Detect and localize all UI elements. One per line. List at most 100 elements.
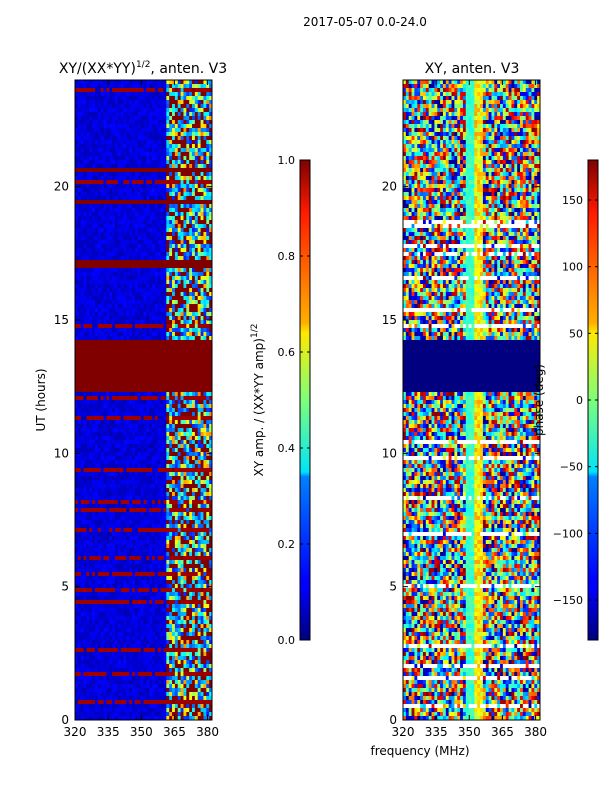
amplitude-heatmap-cell <box>100 152 104 157</box>
amplitude-heatmap-cell <box>83 232 87 237</box>
amplitude-heatmap-cell <box>94 112 99 117</box>
amplitude-heatmap-cell <box>97 296 102 301</box>
amplitude-heatmap-cell <box>114 280 119 285</box>
amplitude-heatmap-cell <box>114 512 119 517</box>
amplitude-heatmap-cell <box>123 280 127 285</box>
amplitude-heatmap-cell <box>109 472 113 477</box>
amplitude-heatmap-cell <box>169 248 173 253</box>
amplitude-heatmap-cell <box>129 92 133 97</box>
amplitude-heatmap-cell <box>206 172 210 177</box>
amplitude-heatmap-cell <box>154 496 159 501</box>
amplitude-heatmap-cell <box>146 400 150 405</box>
amplitude-heatmap-cell <box>123 92 127 97</box>
amplitude-heatmap-cell <box>103 336 107 341</box>
amplitude-heatmap-cell <box>177 304 182 309</box>
amplitude-heatmap-cell <box>163 220 167 225</box>
amplitude-heatmap-cell <box>174 516 179 521</box>
amplitude-heatmap-cell <box>174 536 179 541</box>
amplitude-heatmap-cell <box>80 480 84 485</box>
amplitude-heatmap-cell <box>134 208 139 213</box>
amplitude-heatmap-cell <box>120 160 124 165</box>
amplitude-heatmap-cell <box>94 308 99 313</box>
amplitude-heatmap-cell <box>89 500 93 505</box>
amplitude-heatmap-cell <box>137 336 142 341</box>
amplitude-heatmap-cell <box>132 444 136 449</box>
amplitude-heatmap-cell <box>103 304 107 309</box>
amplitude-heatmap-cell <box>177 412 182 417</box>
amplitude-heatmap-cell <box>174 220 179 225</box>
amplitude-heatmap-cell <box>126 212 130 217</box>
amplitude-heatmap-cell <box>209 116 213 121</box>
amplitude-heatmap-cell <box>89 484 93 489</box>
amplitude-heatmap-cell <box>106 268 110 273</box>
amplitude-heatmap-cell <box>189 88 193 93</box>
amplitude-heatmap-cell <box>180 120 184 125</box>
amplitude-heatmap-cell <box>106 116 110 121</box>
amplitude-heatmap-cell <box>197 104 201 109</box>
amplitude-heatmap-cell <box>169 220 173 225</box>
amplitude-heatmap-cell <box>189 544 193 549</box>
amplitude-heatmap-cell <box>140 220 144 225</box>
amplitude-heatmap-cell <box>123 516 127 521</box>
amplitude-heatmap-cell <box>103 544 107 549</box>
amplitude-heatmap-cell <box>172 448 176 453</box>
amplitude-heatmap-cell <box>103 208 107 213</box>
amplitude-heatmap-cell <box>126 156 130 161</box>
amplitude-heatmap-cell <box>97 216 102 221</box>
amplitude-heatmap-cell <box>146 92 150 97</box>
amplitude-heatmap-cell <box>192 544 196 549</box>
amplitude-heatmap-cell <box>194 520 199 525</box>
amplitude-heatmap-cell <box>132 96 136 101</box>
amplitude-heatmap-cell <box>143 196 147 201</box>
amplitude-heatmap-cell <box>157 140 162 145</box>
amplitude-heatmap-cell <box>200 308 204 313</box>
amplitude-heatmap-cell <box>120 196 124 201</box>
amplitude-heatmap-cell <box>112 508 116 513</box>
amplitude-heatmap-cell <box>123 556 127 561</box>
amplitude-heatmap-cell <box>177 140 182 145</box>
amplitude-heatmap-cell <box>183 440 187 445</box>
amplitude-heatmap-cell <box>200 516 204 521</box>
amplitude-heatmap-cell <box>209 312 213 317</box>
amplitude-heatmap-cell <box>152 88 156 93</box>
amplitude-heatmap-cell <box>140 92 144 97</box>
amplitude-heatmap-cell <box>203 240 207 245</box>
amplitude-heatmap-cell <box>100 556 104 561</box>
amplitude-heatmap-cell <box>86 476 90 481</box>
amplitude-heatmap-cell <box>89 296 93 301</box>
amplitude-heatmap-cell <box>132 212 136 217</box>
amplitude-heatmap-cell <box>183 408 187 413</box>
amplitude-heatmap-cell <box>89 160 93 165</box>
amplitude-heatmap-cell <box>112 432 116 437</box>
amplitude-heatmap-cell <box>174 456 179 461</box>
amplitude-heatmap-cell <box>146 300 150 305</box>
amplitude-heatmap-cell <box>126 504 130 509</box>
amplitude-heatmap-cell <box>92 180 96 185</box>
amplitude-heatmap-cell <box>183 204 187 209</box>
amplitude-heatmap-cell <box>97 532 102 537</box>
amplitude-heatmap-cell <box>140 552 144 557</box>
amplitude-heatmap-cell <box>83 328 87 333</box>
amplitude-heatmap-cell <box>166 320 170 325</box>
amplitude-heatmap-cell <box>114 288 119 293</box>
amplitude-heatmap-cell <box>140 488 144 493</box>
amplitude-heatmap-cell <box>112 328 116 333</box>
amplitude-heatmap-cell <box>146 460 150 465</box>
amplitude-heatmap-cell <box>117 524 122 529</box>
amplitude-heatmap-cell <box>194 488 199 493</box>
amplitude-heatmap-cell <box>206 308 210 313</box>
amplitude-heatmap-cell <box>134 536 139 541</box>
amplitude-heatmap-cell <box>209 280 213 285</box>
amplitude-heatmap-cell <box>203 280 207 285</box>
amplitude-heatmap-cell <box>149 424 153 429</box>
amplitude-heatmap-cell <box>77 164 82 169</box>
amplitude-heatmap-cell <box>114 196 119 201</box>
amplitude-heatmap-cell <box>137 404 142 409</box>
amplitude-heatmap-cell <box>100 316 104 321</box>
amplitude-heatmap-cell <box>180 224 184 229</box>
amplitude-heatmap-cell <box>172 204 176 209</box>
amplitude-heatmap-cell <box>129 444 133 449</box>
amplitude-heatmap-cell <box>134 392 139 397</box>
amplitude-heatmap-cell <box>94 248 99 253</box>
amplitude-heatmap-cell <box>129 480 133 485</box>
